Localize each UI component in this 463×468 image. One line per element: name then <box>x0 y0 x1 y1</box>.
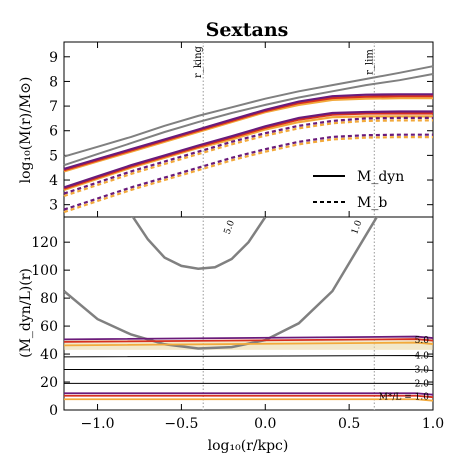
bottom-panel-frame <box>63 216 434 411</box>
top-series-line-0 <box>63 65 434 158</box>
top-series-line-3 <box>63 95 433 172</box>
bottom-y-axis-label: (M_dyn/L)(r) <box>18 268 34 358</box>
contour-line-1 <box>64 217 379 350</box>
top-ytick-label-4: 7 <box>49 99 58 115</box>
flat-line-3 <box>64 382 433 385</box>
ml-band <box>64 340 433 350</box>
top-ytick-label-6: 9 <box>49 50 58 66</box>
bottom-clipped-group <box>64 217 433 402</box>
top-ytick-label-5: 8 <box>49 74 58 90</box>
top-series-line-1 <box>63 73 434 167</box>
top-y-axis-label: log₁₀(M(r)/M⊙) <box>18 77 34 184</box>
vline-label-0: r_king <box>193 45 204 77</box>
bottom-ytick-label-0: 0 <box>49 403 58 419</box>
top-series-line-11 <box>63 133 433 211</box>
bottom-xtick-label-4: 1.0 <box>422 416 444 432</box>
flat-line-label-3: 2.0 <box>415 379 430 389</box>
bottom-ytick-label-6: 120 <box>31 235 58 251</box>
bottom-ytick-label-5: 100 <box>31 263 58 279</box>
bottom-xtick-label-1: −0.5 <box>164 416 198 432</box>
bottom-xtick-label-0: −1.0 <box>81 416 115 432</box>
top-series-line-4 <box>63 93 433 170</box>
flat-line-2 <box>64 368 433 371</box>
top-series-line-10 <box>63 136 433 214</box>
flat-line-4-2 <box>64 392 433 396</box>
top-series-line-8 <box>63 119 433 198</box>
flat-line-0-1 <box>64 338 433 343</box>
flat-line-label-2: 3.0 <box>415 365 430 375</box>
bottom-xtick-label-2: 0.0 <box>254 416 276 432</box>
flat-line-label-1: 4.0 <box>415 351 430 361</box>
top-series-line-9 <box>63 116 433 195</box>
flat-line-4-0 <box>64 398 433 402</box>
bottom-ytick-label-2: 40 <box>40 347 58 363</box>
bottom-panel: 0 20 40 60 80 100 120 −1.0 −0.5 0.0 0.5 1.0 5.0 1.0 5.… <box>31 217 444 432</box>
legend-label-mb: M_b <box>357 195 387 211</box>
contour-label-0: 5.0 <box>223 219 237 236</box>
bottom-ytick-label-3: 60 <box>40 319 58 335</box>
x-axis-label: log₁₀(r/kpc) <box>208 438 289 454</box>
chart-title: Sextans <box>206 19 289 41</box>
top-ytick-label-3: 6 <box>49 124 58 140</box>
top-series-line-7 <box>63 110 433 189</box>
legend-label-mdyn: M_dyn <box>357 169 404 185</box>
bottom-xtick-label-3: 0.5 <box>338 416 360 432</box>
top-ytick-label-2: 5 <box>49 148 58 164</box>
contour-label-1: 1.0 <box>350 219 364 236</box>
flat-line-0-2 <box>64 335 433 341</box>
contour-line-0 <box>131 217 267 270</box>
flat-line-4-1 <box>64 394 433 399</box>
vline-label-1: r_lim <box>364 49 375 75</box>
bottom-ytick-label-4: 80 <box>40 291 58 307</box>
top-series-line-2 <box>63 97 433 173</box>
flat-line-1 <box>64 354 433 358</box>
top-panel: r_king r_lim 3 4 5 6 7 8 9 M_dyn M_b <box>49 42 434 410</box>
flat-line-0-0 <box>64 341 433 347</box>
flat-line-label-0: 5.0 <box>415 336 430 346</box>
flat-line-label-4: M*/L = 1.0 <box>379 393 430 403</box>
bottom-ytick-label-1: 20 <box>40 375 58 391</box>
top-series-line-5 <box>63 115 433 191</box>
top-ytick-label-1: 4 <box>49 173 58 189</box>
top-series-line-6 <box>63 112 433 190</box>
top-ytick-label-0: 3 <box>49 198 58 214</box>
